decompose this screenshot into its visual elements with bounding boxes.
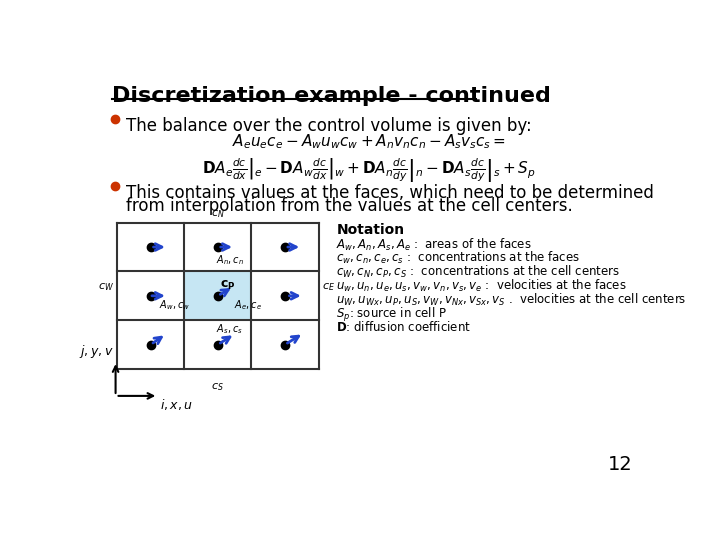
Text: The balance over the control volume is given by:: The balance over the control volume is g…: [126, 117, 531, 135]
Bar: [184, 272, 251, 320]
Text: $A_e u_e c_e - A_w u_w c_w + A_n v_n c_n - A_s v_s c_s =$: $A_e u_e c_e - A_w u_w c_w + A_n v_n c_n…: [232, 132, 506, 151]
Text: $c_E$: $c_E$: [322, 281, 335, 293]
Text: $A_n,c_n$: $A_n,c_n$: [216, 253, 244, 267]
Text: $c_W, c_N, c_P, c_S$ :  concentrations at the cell centers: $c_W, c_N, c_P, c_S$ : concentrations at…: [336, 264, 621, 280]
Text: $c_N$: $c_N$: [211, 208, 225, 220]
Text: from interpolation from the values at the cell centers.: from interpolation from the values at th…: [126, 197, 572, 215]
Text: Notation: Notation: [336, 222, 405, 237]
Text: $A_w, A_n, A_s, A_e$ :  areas of the faces: $A_w, A_n, A_s, A_e$ : areas of the face…: [336, 237, 532, 253]
Text: $A_s,c_s$: $A_s,c_s$: [216, 322, 243, 336]
Text: $\mathbf{D}A_e \left.\frac{dc}{dx}\right|_e - \mathbf{D}A_w \left.\frac{dc}{dx}\: $\mathbf{D}A_e \left.\frac{dc}{dx}\right…: [202, 157, 536, 185]
Text: $\mathbf{c_P}$: $\mathbf{c_P}$: [220, 279, 235, 292]
Text: Discretization example - continued: Discretization example - continued: [112, 85, 551, 106]
Text: $A_e,c_e$: $A_e,c_e$: [234, 298, 262, 312]
Text: $c_w, c_n, c_e, c_s$ :  concentrations at the faces: $c_w, c_n, c_e, c_s$ : concentrations at…: [336, 251, 580, 266]
Text: $\mathbf{D}$: diffusion coefficient: $\mathbf{D}$: diffusion coefficient: [336, 320, 472, 334]
Text: $A_w,c_w$: $A_w,c_w$: [158, 298, 189, 312]
Text: $i,x,u$: $i,x,u$: [160, 397, 193, 413]
Text: $u_w, u_n, u_e, u_s, v_w, v_n, v_s, v_e$ :  velocities at the faces: $u_w, u_n, u_e, u_s, v_w, v_n, v_s, v_e$…: [336, 278, 627, 294]
Text: $j,y,v$: $j,y,v$: [78, 343, 113, 360]
Text: 12: 12: [608, 455, 632, 475]
Text: $S_p$: source in cell P: $S_p$: source in cell P: [336, 306, 447, 324]
Text: $c_S$: $c_S$: [212, 381, 224, 393]
Text: $u_W, u_{Wx}, u_P, u_S, v_W, v_{Nx}, v_{Sx}, v_S$ .  velocities at the cell cent: $u_W, u_{Wx}, u_P, u_S, v_W, v_{Nx}, v_{…: [336, 292, 687, 308]
Text: This contains values at the faces, which need to be determined: This contains values at the faces, which…: [126, 184, 654, 202]
Text: $c_W$: $c_W$: [98, 281, 114, 293]
